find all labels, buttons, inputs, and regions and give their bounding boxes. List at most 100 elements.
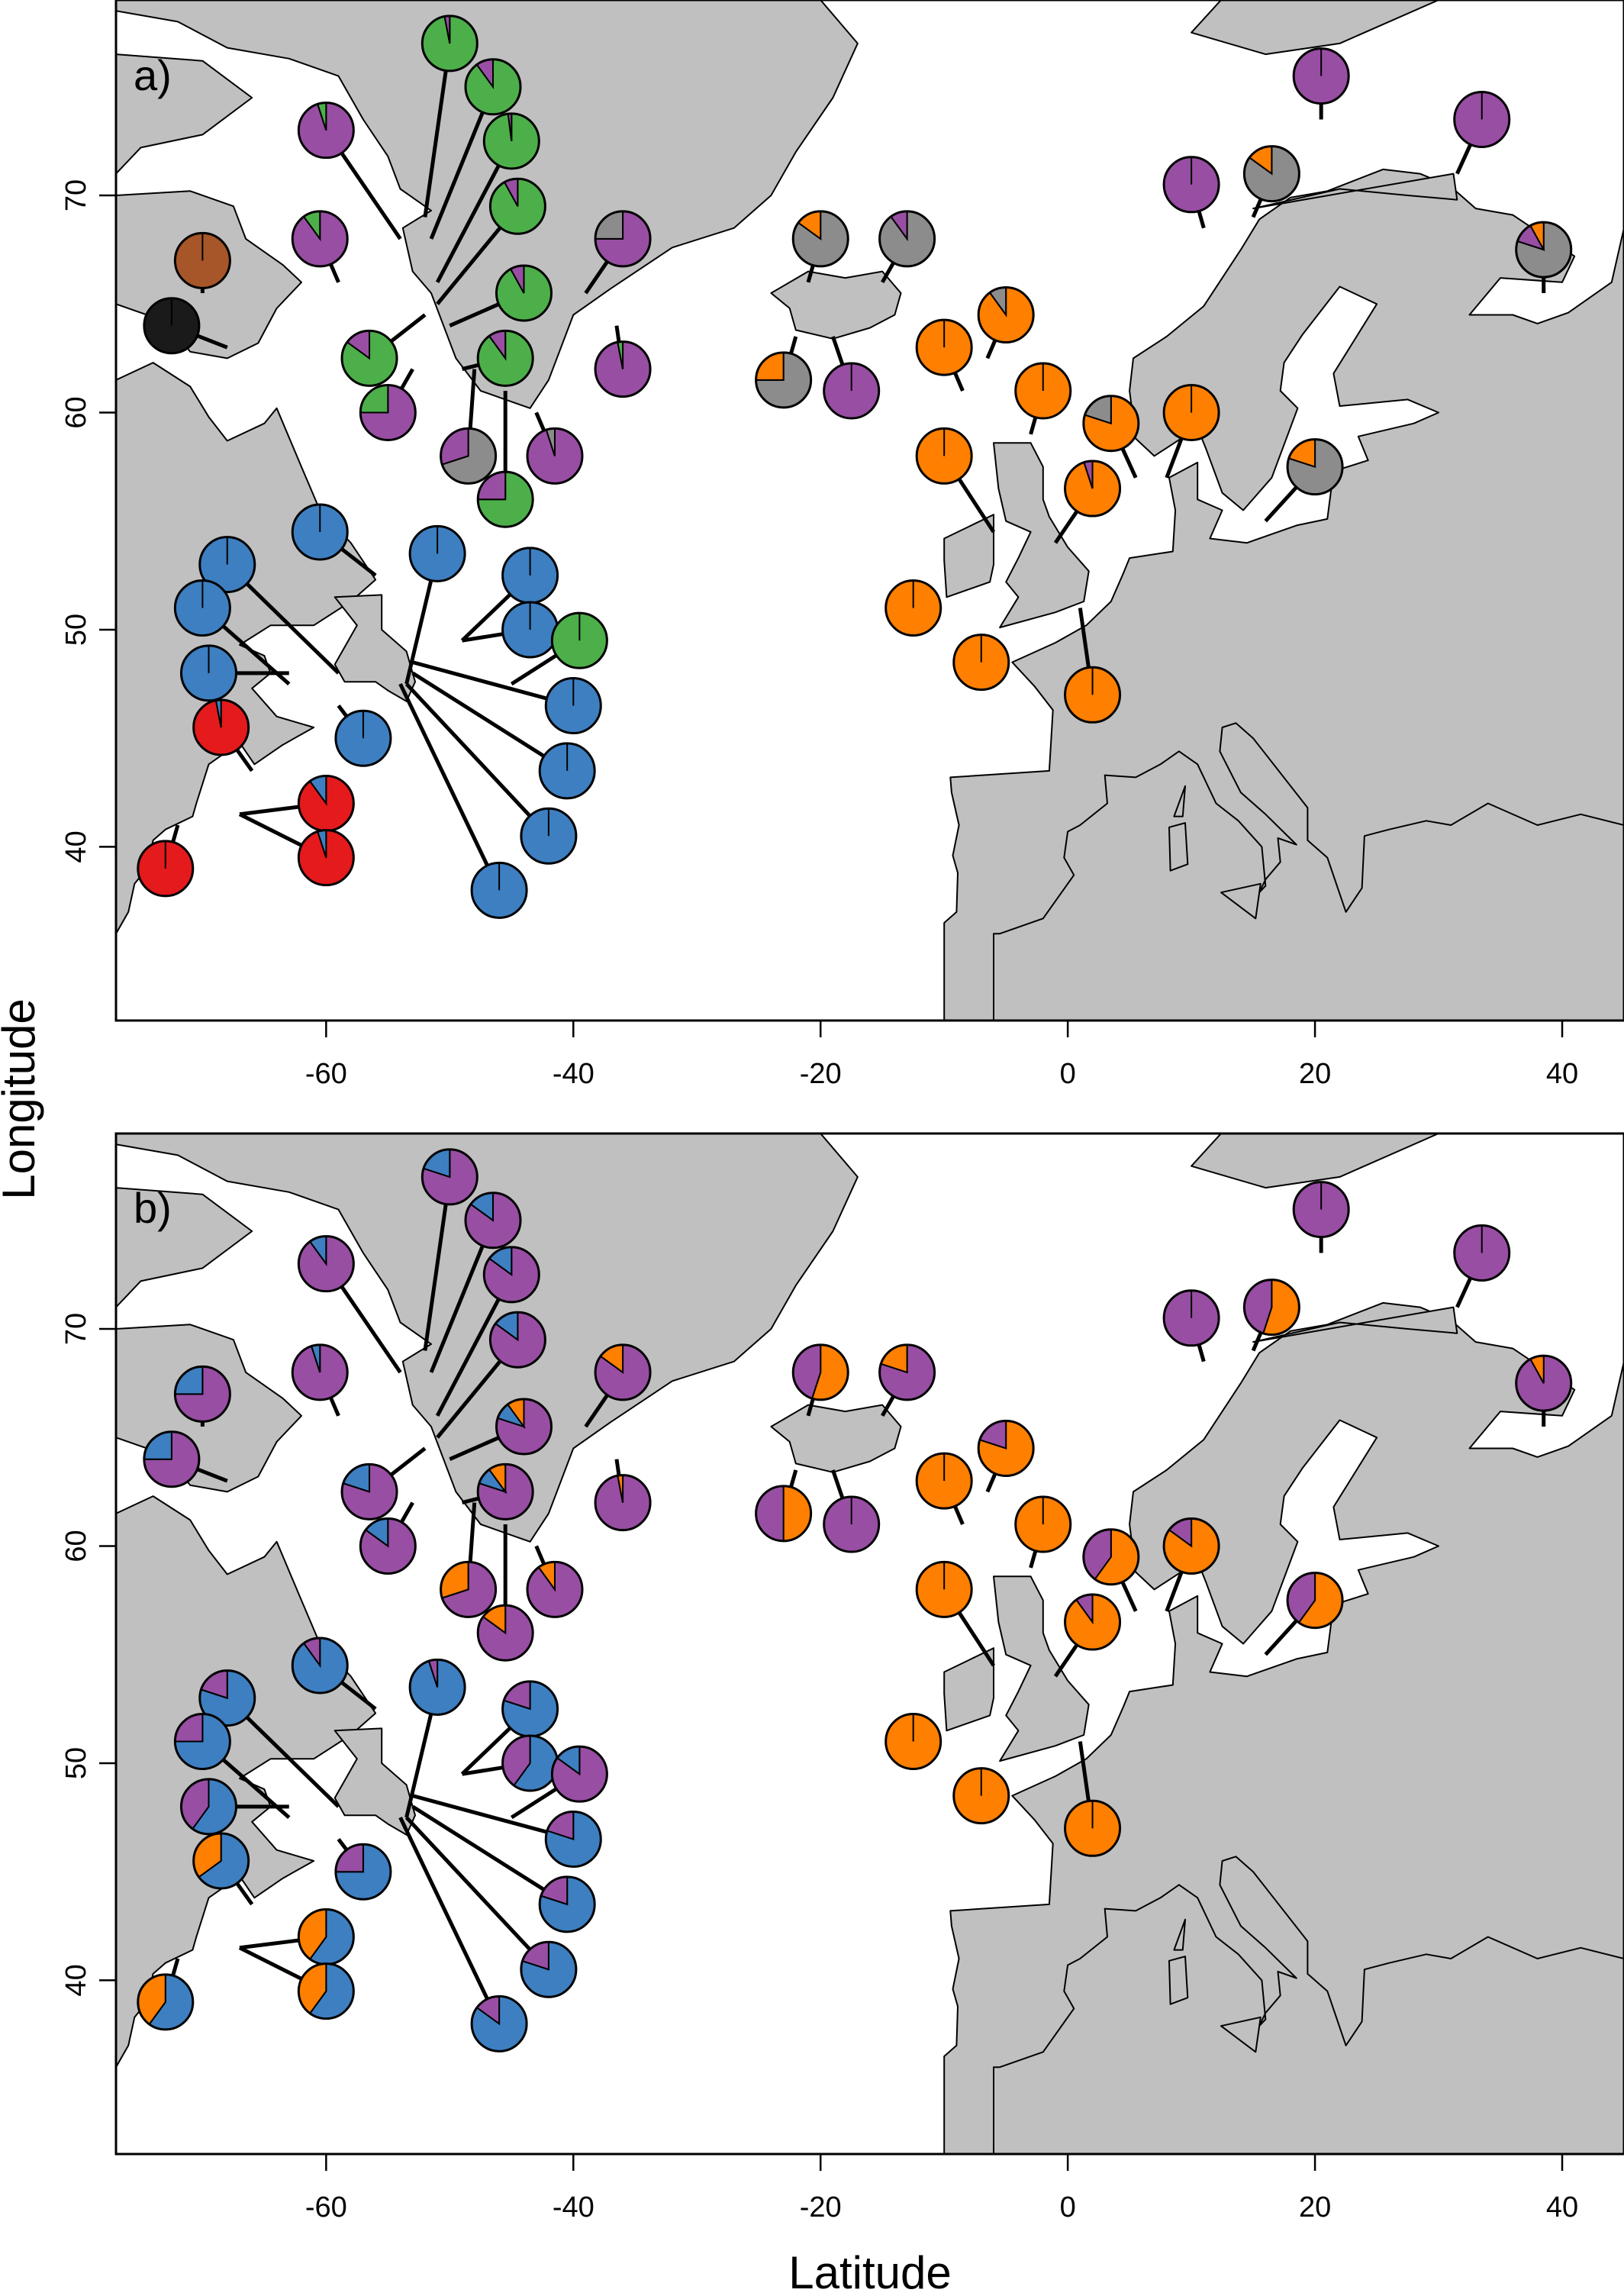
pie-35: [878, 1343, 936, 1417]
x-tick-label: 40: [1546, 2191, 1578, 2223]
pie-9: [359, 368, 417, 441]
pie-outline: [482, 1246, 540, 1304]
pie-45: [1053, 1593, 1122, 1678]
pie-outline: [340, 1462, 398, 1520]
pie-outline: [495, 264, 553, 322]
pie-leader-line: [423, 43, 452, 218]
pie-7: [291, 210, 349, 283]
pie-33: [398, 1816, 528, 2053]
pie-outline: [1242, 145, 1300, 203]
pie-44: [915, 427, 996, 534]
pie-outline: [192, 698, 250, 756]
landmass-15: [1191, 0, 1439, 56]
pie-39: [977, 1419, 1035, 1493]
pie-outline: [538, 742, 596, 800]
landmass-6: [993, 1575, 1090, 1762]
pie-outline: [198, 1669, 256, 1727]
pie-39: [977, 285, 1035, 360]
pie-outline: [526, 427, 584, 485]
pie-leader-line: [404, 1816, 550, 1971]
x-tick-label: -60: [305, 1058, 347, 1090]
y-axis-b: 40 50 60 70: [60, 1313, 116, 1997]
pie-outline: [952, 1767, 1010, 1825]
pie-leader-line: [423, 1176, 452, 1351]
pie-outline: [1082, 395, 1140, 453]
x-tick-label: -40: [553, 2191, 594, 2223]
pie-14: [594, 1459, 652, 1532]
pie-leader-line: [398, 1816, 501, 2025]
landmass-5: [770, 1404, 902, 1473]
pie-40: [1014, 362, 1072, 435]
x-tick-label: 0: [1060, 1058, 1076, 1090]
pie-43: [1264, 438, 1344, 523]
landmass-10: [1168, 822, 1189, 872]
y-axis-title: Longitude: [0, 998, 44, 1200]
pie-18: [198, 536, 340, 675]
pie-30: [412, 1794, 602, 1869]
pie-11: [476, 391, 534, 528]
pie-3: [436, 177, 546, 305]
pie-leader-line: [398, 682, 501, 892]
pie-outline: [198, 536, 256, 594]
pie-42: [1162, 1517, 1220, 1612]
pie-16: [143, 297, 228, 355]
pie-outline: [550, 1745, 608, 1803]
pie-20: [179, 1778, 289, 1836]
pie-outline: [1064, 460, 1122, 518]
plot-frame-a: [114, 0, 1624, 1022]
pie-outline: [526, 1560, 584, 1618]
landmass-7: [943, 514, 994, 598]
pie-outline: [470, 861, 528, 919]
pie-outline: [755, 351, 813, 409]
y-tick-label: 70: [60, 1313, 92, 1345]
pie-34: [791, 210, 849, 283]
pie-outline: [1286, 438, 1344, 496]
pie-outline: [915, 318, 973, 376]
pie-35: [878, 210, 936, 284]
panel-label-b: b): [134, 1184, 172, 1232]
pie-36: [755, 1469, 813, 1543]
x-tick-label: 0: [1060, 2191, 1076, 2223]
pie-outline: [173, 1713, 231, 1771]
pie-outline: [1515, 221, 1573, 279]
pie-25: [137, 1958, 195, 2031]
pie-21: [192, 1832, 254, 1906]
landmass-0: [116, 1133, 859, 1543]
pie-outline: [977, 1419, 1035, 1477]
pie-27: [460, 1680, 559, 1775]
pie-47: [952, 1767, 1010, 1825]
pie-13: [584, 1343, 652, 1428]
pie-outline: [884, 1713, 942, 1771]
pie-outline: [420, 15, 478, 73]
pie-7: [291, 1343, 349, 1417]
pie-outline: [495, 1398, 553, 1456]
panel-label-a: a): [134, 51, 172, 99]
pie-outline: [291, 210, 349, 268]
pie-37: [823, 336, 881, 420]
pie-outline: [1453, 90, 1511, 148]
pie-20: [179, 644, 289, 702]
y-tick-label: 50: [60, 614, 92, 646]
pie-0: [420, 15, 478, 218]
pie-outline: [1064, 1593, 1122, 1651]
pie-outline: [291, 503, 349, 561]
pie-outline: [297, 102, 355, 160]
pie-outline: [878, 1343, 936, 1401]
pie-46: [884, 579, 942, 637]
pie-50: [1242, 145, 1300, 218]
pie-outline: [482, 112, 540, 170]
y-tick-label: 50: [60, 1747, 92, 1779]
pie-outline: [1064, 1799, 1122, 1857]
landmasses-a: [116, 0, 1624, 1021]
pie-outline: [915, 1560, 973, 1618]
pie-21: [192, 698, 254, 772]
pie-outline: [408, 1658, 466, 1716]
pie-49: [1162, 1289, 1220, 1362]
pie-19: [173, 579, 291, 685]
x-axis-title: Latitude: [788, 2247, 952, 2296]
pie-outline: [334, 709, 392, 767]
pie-51: [1292, 47, 1350, 120]
landmass-4: [334, 594, 416, 702]
pie-32: [404, 1816, 578, 1998]
pie-outline: [594, 210, 652, 268]
